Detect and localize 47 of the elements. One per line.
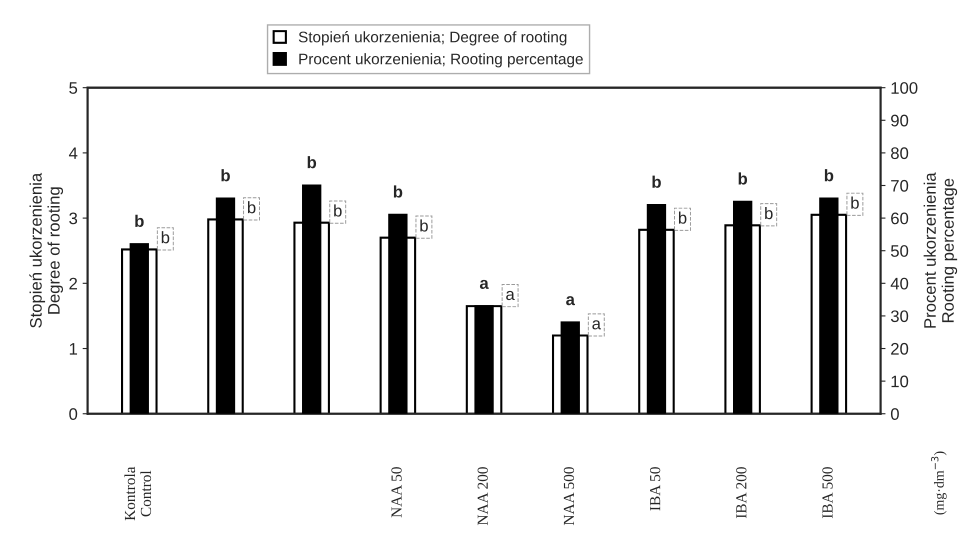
y-tick-label: 4 (68, 147, 78, 159)
y-tick-label: 2 (69, 278, 78, 290)
x-tick-label: IBA 500 (822, 467, 833, 518)
y2-tick-label: 90 (891, 114, 908, 126)
y2-tick-label: 30 (890, 310, 908, 322)
y-tick-label: 0 (69, 408, 78, 420)
data-label: b (765, 206, 773, 220)
y2-tick-label: 70 (891, 180, 908, 192)
data-label: b (221, 169, 230, 182)
y2-tick-label: 0 (890, 408, 899, 420)
y2-tick-label: 100 (892, 82, 918, 94)
y-tick-label: 5 (69, 82, 78, 94)
y2-tick-label: 50 (890, 245, 908, 257)
x-tick-label: IBA 50 (650, 467, 660, 511)
data-label: b (824, 169, 834, 182)
y2-axis-title: Procent ukorzenienia Rooting percentage (924, 172, 958, 328)
x-tick-label: NAA 200 (478, 467, 488, 526)
y-tick-label: 1 (70, 343, 78, 355)
data-label: b (738, 172, 748, 185)
data-label: b (851, 196, 859, 209)
y-tick-label: 3 (69, 212, 78, 224)
data-label: b (678, 212, 686, 224)
x-tick-label: NAA 50 (391, 467, 402, 518)
data-label: b (334, 204, 342, 217)
legend-label: Stopień ukorzenienia; Degree of rooting (298, 31, 566, 46)
y2-tick-label: 20 (891, 342, 908, 355)
data-label: b (308, 156, 316, 168)
x-tick-label: IBA 200 (736, 467, 746, 518)
data-label: b (135, 214, 144, 228)
data-label: b (394, 185, 402, 198)
y2-tick-label: 40 (890, 278, 908, 290)
y2-tick-label: 10 (892, 376, 908, 388)
data-label: a (592, 320, 601, 330)
x-tick-label: Kontrola Control (124, 466, 152, 520)
data-label: b (652, 176, 661, 188)
data-label: a (480, 280, 489, 289)
text: (mg·dm$^{−3}$) (931, 452, 947, 515)
y-axis-title: Stopień ukorzenienia Degree of rooting (29, 172, 64, 328)
data-label: b (420, 219, 428, 232)
y2-tick-label: 80 (891, 147, 908, 160)
data-label: b (162, 231, 170, 244)
data-label: a (566, 296, 576, 306)
x-tick-label: NAA 500 (564, 467, 574, 526)
y2-tick-label: 60 (891, 212, 908, 224)
data-label: a (506, 290, 515, 300)
legend-label: Procent ukorzenienia; Rooting percentage (299, 53, 583, 68)
data-label: b (248, 201, 256, 214)
